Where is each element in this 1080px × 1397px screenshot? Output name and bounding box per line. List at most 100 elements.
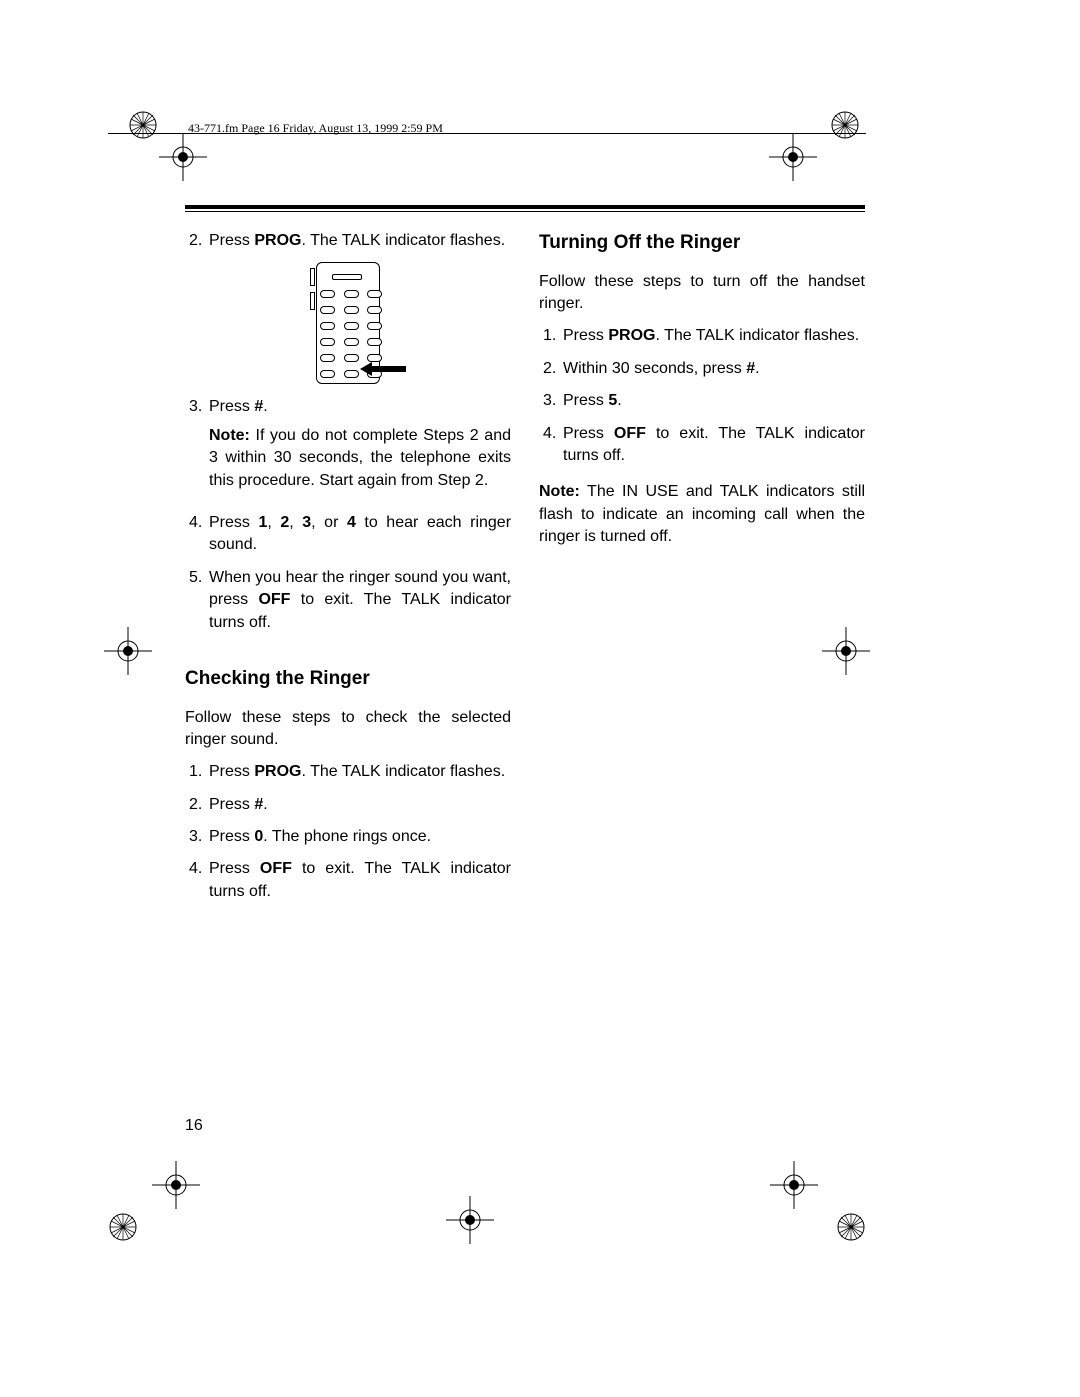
text: Press [209, 398, 254, 415]
text: Press [563, 425, 614, 442]
text: Press [563, 392, 608, 409]
text: Press [209, 828, 254, 845]
header-rule [108, 133, 866, 134]
crop-rosette-icon [108, 1212, 138, 1242]
text: . The TALK indicator flashes. [301, 763, 505, 780]
heading-turning-off-ringer: Turning Off the Ringer [539, 230, 865, 257]
crop-target-icon [769, 133, 817, 181]
list-item: 2. Press #. [185, 794, 511, 816]
list-number: 2. [539, 358, 563, 380]
arrow-icon [370, 366, 406, 372]
list-number: 4. [185, 512, 209, 557]
check-step-1: Press PROG. The TALK indicator flashes. [209, 761, 511, 783]
body-columns: 2. Press PROG. The TALK indicator flashe… [185, 230, 865, 913]
list-number: 2. [185, 230, 209, 252]
key-hash: # [746, 360, 755, 377]
crop-target-icon [770, 1161, 818, 1209]
handset-figure [185, 262, 511, 384]
note-label: Note: [539, 483, 580, 500]
key-hash: # [254, 796, 263, 813]
key-off: OFF [258, 591, 290, 608]
off-step-1: Press PROG. The TALK indicator flashes. [563, 325, 865, 347]
list-number: 4. [539, 423, 563, 468]
crop-rosette-icon [830, 110, 860, 140]
crop-target-icon [159, 133, 207, 181]
key-5: 5 [608, 392, 617, 409]
text: , [267, 514, 280, 531]
key-prog: PROG [608, 327, 655, 344]
list-number: 3. [539, 390, 563, 412]
list-item: 1. Press PROG. The TALK indicator flashe… [185, 761, 511, 783]
check-step-4: Press OFF to exit. The TALK indicator tu… [209, 858, 511, 903]
list-number: 1. [539, 325, 563, 347]
list-number: 3. [185, 396, 209, 502]
list-item: 2. Within 30 seconds, press #. [539, 358, 865, 380]
list-item: 1. Press PROG. The TALK indicator flashe… [539, 325, 865, 347]
key-3: 3 [302, 514, 311, 531]
text: Within 30 seconds, press [563, 360, 746, 377]
off-step-3: Press 5. [563, 390, 865, 412]
text: . [617, 392, 621, 409]
key-0: 0 [254, 828, 263, 845]
key-prog: PROG [254, 232, 301, 249]
crop-target-icon [104, 627, 152, 675]
left-column: 2. Press PROG. The TALK indicator flashe… [185, 230, 511, 913]
text: Press [209, 763, 254, 780]
off-note: Note: The IN USE and TALK indicators sti… [539, 481, 865, 548]
list-number: 1. [185, 761, 209, 783]
text: Press [563, 327, 608, 344]
key-off: OFF [260, 860, 292, 877]
right-column: Turning Off the Ringer Follow these step… [539, 230, 865, 913]
step-4-text: Press 1, 2, 3, or 4 to hear each ringer … [209, 512, 511, 557]
text: Press [209, 860, 260, 877]
crop-target-icon [446, 1196, 494, 1244]
off-step-2: Within 30 seconds, press #. [563, 358, 865, 380]
check-step-2: Press #. [209, 794, 511, 816]
list-item: 3. Press 0. The phone rings once. [185, 826, 511, 848]
text: The IN USE and TALK indicators still fla… [539, 483, 865, 545]
text: Press [209, 232, 254, 249]
list-number: 4. [185, 858, 209, 903]
check-step-3: Press 0. The phone rings once. [209, 826, 511, 848]
heading-checking-ringer: Checking the Ringer [185, 666, 511, 693]
list-item: 4. Press OFF to exit. The TALK indicator… [539, 423, 865, 468]
crop-target-icon [152, 1161, 200, 1209]
step-5-text: When you hear the ringer sound you want,… [209, 567, 511, 634]
off-intro: Follow these steps to turn off the hands… [539, 271, 865, 316]
note-label: Note: [209, 427, 250, 444]
text: . The TALK indicator flashes. [655, 327, 859, 344]
crop-rosette-icon [836, 1212, 866, 1242]
text: Press [209, 514, 258, 531]
text: . The TALK indicator flashes. [301, 232, 505, 249]
text: . [263, 796, 267, 813]
check-intro: Follow these steps to check the selected… [185, 707, 511, 752]
key-off: OFF [614, 425, 646, 442]
list-item: 5. When you hear the ringer sound you wa… [185, 567, 511, 634]
list-item: 4. Press OFF to exit. The TALK indicator… [185, 858, 511, 903]
list-item: 4. Press 1, 2, 3, or 4 to hear each ring… [185, 512, 511, 557]
handset-icon [310, 262, 386, 384]
text: , [289, 514, 302, 531]
list-number: 2. [185, 794, 209, 816]
double-rule [185, 205, 865, 212]
text: . [263, 398, 267, 415]
key-hash: # [254, 398, 263, 415]
crop-rosette-icon [128, 110, 158, 140]
step-2-text: Press PROG. The TALK indicator flashes. [209, 230, 511, 252]
list-item: 3. Press #. Note: If you do not complete… [185, 396, 511, 502]
list-number: 3. [185, 826, 209, 848]
text: , or [311, 514, 347, 531]
list-item: 2. Press PROG. The TALK indicator flashe… [185, 230, 511, 252]
key-prog: PROG [254, 763, 301, 780]
list-number: 5. [185, 567, 209, 634]
list-item: 3. Press 5. [539, 390, 865, 412]
key-2: 2 [280, 514, 289, 531]
page-number: 16 [185, 1117, 203, 1135]
text: . [755, 360, 759, 377]
note-text: Note: If you do not complete Steps 2 and… [209, 425, 511, 492]
step-3-text: Press #. [209, 396, 511, 418]
text: If you do not complete Steps 2 and 3 wit… [209, 427, 511, 489]
text: . The phone rings once. [263, 828, 431, 845]
key-4: 4 [347, 514, 356, 531]
text: Press [209, 796, 254, 813]
